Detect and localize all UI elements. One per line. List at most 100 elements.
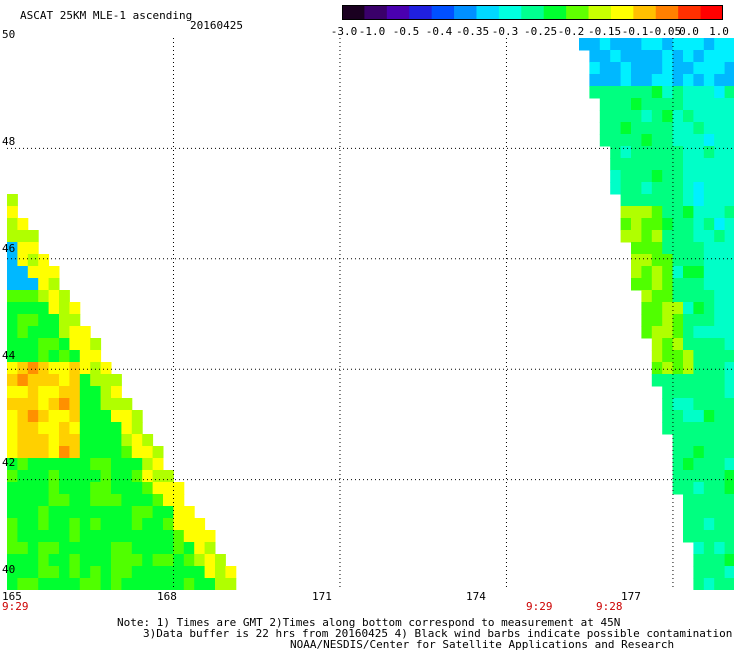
wind-cell (672, 338, 684, 351)
wind-cell (714, 338, 726, 351)
wind-cell (703, 158, 715, 171)
wind-cell (17, 398, 29, 411)
wind-cell (142, 470, 154, 483)
wind-cell (100, 362, 112, 375)
wind-cell (620, 146, 632, 159)
wind-cell (724, 38, 734, 51)
wind-cell (183, 578, 195, 590)
wind-cell (142, 506, 154, 519)
wind-cell (79, 530, 91, 543)
wind-cell (641, 158, 653, 171)
wind-cell (672, 98, 684, 111)
wind-cell (27, 254, 39, 267)
wind-cell (672, 110, 684, 123)
wind-cell (599, 74, 611, 87)
color-scale-swatch (678, 5, 702, 20)
wind-cell (724, 470, 734, 483)
wind-cell (662, 134, 674, 147)
wind-cell (724, 554, 734, 567)
wind-cell (724, 146, 734, 159)
wind-cell (651, 50, 663, 63)
wind-cell (703, 530, 715, 543)
wind-cell (79, 482, 91, 495)
wind-cell (651, 38, 663, 51)
wind-cell (724, 410, 734, 423)
wind-cell (651, 290, 663, 303)
wind-cell (672, 446, 684, 459)
wind-cell (59, 350, 70, 363)
wind-cell (631, 38, 642, 51)
wind-cell (683, 374, 694, 387)
wind-cell (631, 62, 642, 75)
wind-cell (693, 566, 705, 579)
wind-cell (38, 506, 50, 519)
wind-cell (90, 542, 102, 555)
wind-cell (69, 386, 81, 399)
wind-cell (27, 386, 39, 399)
wind-cell (131, 494, 143, 507)
wind-cell (7, 350, 18, 363)
wind-cell (38, 374, 50, 387)
wind-cell (683, 206, 694, 219)
wind-cell (683, 338, 694, 351)
wind-cell (724, 338, 734, 351)
wind-cell (693, 506, 705, 519)
wind-cell (683, 506, 694, 519)
color-scale-swatch (700, 5, 723, 20)
wind-cell (683, 158, 694, 171)
wind-cell (620, 134, 632, 147)
wind-cell (48, 398, 60, 411)
wind-cell (620, 62, 632, 75)
wind-cell (714, 242, 726, 255)
wind-cell (662, 398, 674, 411)
wind-cell (641, 134, 653, 147)
wind-cell (714, 446, 726, 459)
wind-cell (204, 554, 216, 567)
wind-cell (48, 446, 60, 459)
wind-cell (703, 98, 715, 111)
wind-cell (90, 362, 102, 375)
wind-cell (662, 350, 674, 363)
wind-cell (641, 266, 653, 279)
wind-cell (59, 398, 70, 411)
wind-cell (703, 254, 715, 267)
wind-cell (152, 578, 164, 590)
wind-cell (48, 386, 60, 399)
wind-cell (111, 386, 122, 399)
wind-cell (79, 566, 91, 579)
wind-cell (59, 290, 70, 303)
wind-cell (724, 110, 734, 123)
wind-cell (100, 398, 112, 411)
wind-cell (672, 266, 684, 279)
wind-cell (100, 578, 112, 590)
wind-cell (683, 434, 694, 447)
wind-cell (48, 542, 60, 555)
wind-cell (724, 566, 734, 579)
wind-cell (163, 530, 174, 543)
wind-cell (693, 446, 705, 459)
wind-cell (27, 362, 39, 375)
wind-cell (641, 38, 653, 51)
wind-cell (714, 362, 726, 375)
wind-cell (641, 218, 653, 231)
wind-cell (662, 170, 674, 183)
wind-cell (610, 38, 622, 51)
wind-cell (703, 302, 715, 315)
wind-cell (163, 542, 174, 555)
wind-cell (620, 38, 632, 51)
wind-cell (17, 434, 29, 447)
wind-cell (27, 554, 39, 567)
wind-cell (48, 518, 60, 531)
wind-cell (7, 422, 18, 435)
wind-cell (90, 350, 102, 363)
wind-cell (121, 542, 133, 555)
wind-cell (59, 554, 70, 567)
wind-cell (662, 74, 674, 87)
wind-cell (173, 530, 185, 543)
wind-cell (651, 254, 663, 267)
wind-cell (59, 482, 70, 495)
wind-cell (662, 362, 674, 375)
wind-cell (641, 254, 653, 267)
wind-cell (7, 242, 18, 255)
wind-cell (183, 542, 195, 555)
